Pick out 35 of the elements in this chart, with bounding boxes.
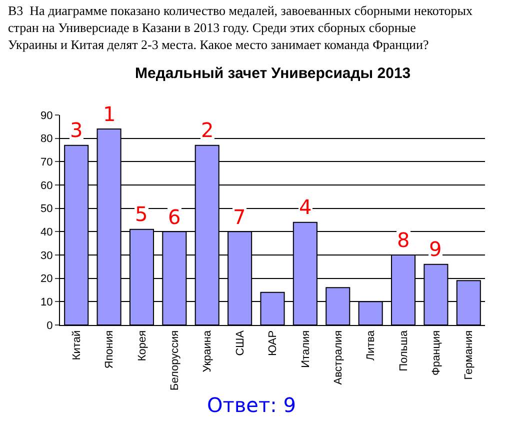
x-tick-label: Италия bbox=[300, 330, 312, 368]
x-tick-label: Корея bbox=[136, 330, 148, 362]
annotation: 6 bbox=[168, 205, 181, 229]
x-tick-label: Белоруссия bbox=[168, 330, 181, 391]
y-tick-label: 90 bbox=[40, 110, 53, 122]
y-tick-label: 40 bbox=[40, 226, 53, 239]
x-tick-label: Австралия bbox=[332, 330, 344, 385]
annotation: 4 bbox=[299, 195, 312, 219]
x-tick-label: Литва bbox=[365, 330, 378, 361]
annotation: 8 bbox=[397, 228, 410, 252]
chart-subtitle: В3 На диаграмме показано количество медалей, завоеванных сборными некоторых стран на Универсиаде в Казани в 2013 году. Среди этих сборных сборные Украины и Китая делят 2-3 места. Какое место занимает команда Франции? bbox=[8, 3, 473, 52]
y-tick-label: 10 bbox=[40, 296, 53, 309]
x-tick-label: Япония bbox=[104, 330, 116, 369]
text: Ответ: 9 bbox=[207, 393, 296, 417]
x-tick-label: ЮАР bbox=[267, 330, 280, 356]
x-tick-label: Германия bbox=[463, 330, 476, 380]
y-tick-label: 20 bbox=[40, 273, 53, 286]
y-tick-label: 80 bbox=[40, 133, 53, 146]
y-tick-label: 70 bbox=[40, 156, 53, 169]
x-tick-label: Франция bbox=[430, 330, 443, 376]
y-tick-label: 30 bbox=[40, 250, 53, 262]
annotation: 1 bbox=[103, 102, 116, 126]
x-tick-label: Польша bbox=[398, 330, 410, 372]
annotation: 3 bbox=[70, 118, 83, 142]
y-tick-label: 60 bbox=[40, 180, 53, 192]
annotation: 7 bbox=[233, 205, 246, 229]
y-tick-label: 50 bbox=[40, 203, 53, 216]
chart-title: Медальный зачет Универсиады 2013 bbox=[135, 65, 411, 82]
x-tick-label: Украина bbox=[202, 330, 214, 372]
x-tick-label: Китай bbox=[70, 330, 83, 360]
annotation: 5 bbox=[135, 202, 148, 226]
x-tick-label: США bbox=[234, 330, 246, 356]
annotation: 9 bbox=[429, 237, 442, 261]
y-tick-label: 0 bbox=[46, 320, 53, 332]
annotation: 2 bbox=[201, 118, 214, 142]
